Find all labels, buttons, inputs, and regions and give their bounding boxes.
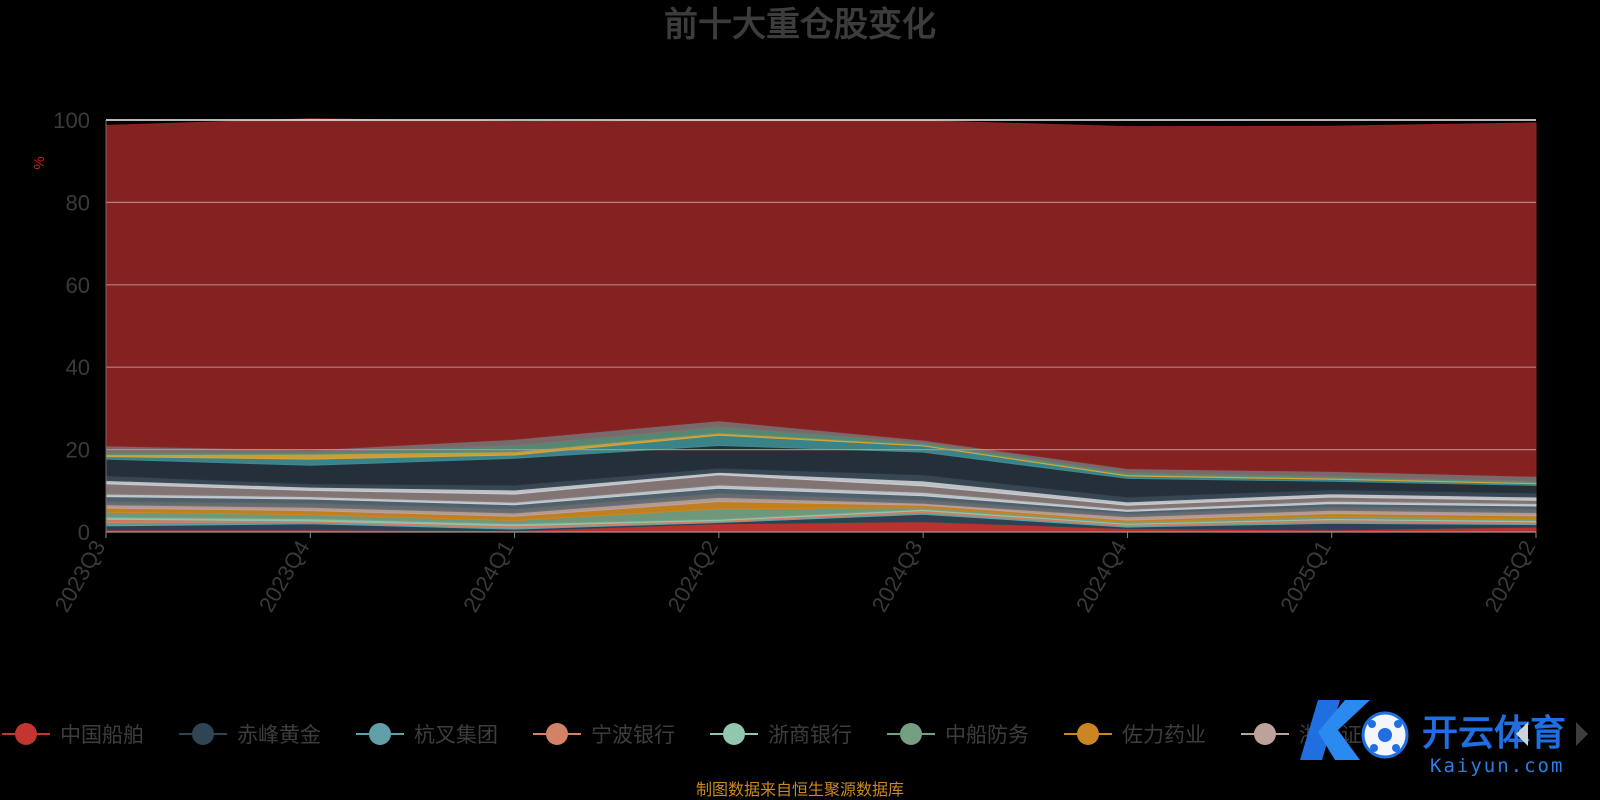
legend-marker [15,723,37,745]
x-axis-ticks: 2023Q3 2023Q4 2024Q1 2024Q2 2024Q3 2024Q4 2025… [50,532,1541,616]
watermark-brand: 开云体育 [1422,713,1566,754]
y-tick-label: 100 [53,108,90,133]
legend-item[interactable]: 中国船舶 [2,723,144,747]
legend-label: 中国船舶 [60,723,144,747]
legend-item[interactable]: 赤峰黄金 [179,723,321,747]
watermark: 开云体育 Kaiyun.com [1300,700,1566,777]
legend-marker [1254,723,1276,745]
x-tick-label: 2023Q3 [50,536,111,616]
chevron-left-icon[interactable] [1516,722,1528,746]
legend-item[interactable]: 杭叉集团 [356,723,498,747]
x-tick-label: 2025Q1 [1275,536,1336,616]
y-axis-unit: % [31,156,48,169]
x-tick-label: 2024Q3 [867,536,928,616]
legend-marker [546,723,568,745]
y-tick-label: 60 [66,273,90,298]
grid-lines [105,119,1536,533]
stacked-areas [105,118,1537,533]
x-tick-label: 2024Q1 [458,536,519,616]
y-tick-label: 80 [66,190,90,215]
legend-item[interactable]: 宁波银行 [533,723,675,747]
legend-marker [369,723,391,745]
legend-label: 浙商银行 [768,723,852,747]
y-tick-label: 40 [66,355,90,380]
legend[interactable]: 中国船舶赤峰黄金杭叉集团宁波银行浙商银行中船防务佐力药业浙商证券 [2,723,1383,747]
x-tick-label: 2023Q4 [254,536,315,616]
x-tick-label: 2024Q2 [662,536,723,616]
legend-marker [192,723,214,745]
legend-label: 佐力药业 [1122,723,1206,747]
legend-item[interactable]: 浙商银行 [710,723,852,747]
legend-item[interactable]: 佐力药业 [1064,723,1206,747]
chevron-right-icon[interactable] [1576,722,1588,746]
watermark-domain: Kaiyun.com [1430,755,1564,777]
legend-marker [1077,723,1099,745]
legend-marker [900,723,922,745]
legend-pager[interactable] [1516,722,1588,746]
source-note: 制图数据来自恒生聚源数据库 [696,780,904,799]
y-tick-label: 0 [78,520,90,545]
x-tick-label: 2024Q4 [1071,536,1132,616]
x-tick-label: 2025Q2 [1480,536,1541,616]
y-tick-label: 20 [66,438,90,463]
area-series-19 [105,118,1537,477]
watermark-logo-icon [1300,700,1409,760]
legend-label: 中船防务 [945,723,1029,747]
legend-marker [723,723,745,745]
legend-item[interactable]: 中船防务 [887,723,1029,747]
y-axis-ticks: 0 20 40 60 80 100 [53,108,90,545]
legend-label: 杭叉集团 [414,723,498,747]
chart-title: 前十大重仓股变化 [664,5,936,45]
legend-label: 宁波银行 [591,723,675,747]
legend-label: 赤峰黄金 [237,723,321,747]
